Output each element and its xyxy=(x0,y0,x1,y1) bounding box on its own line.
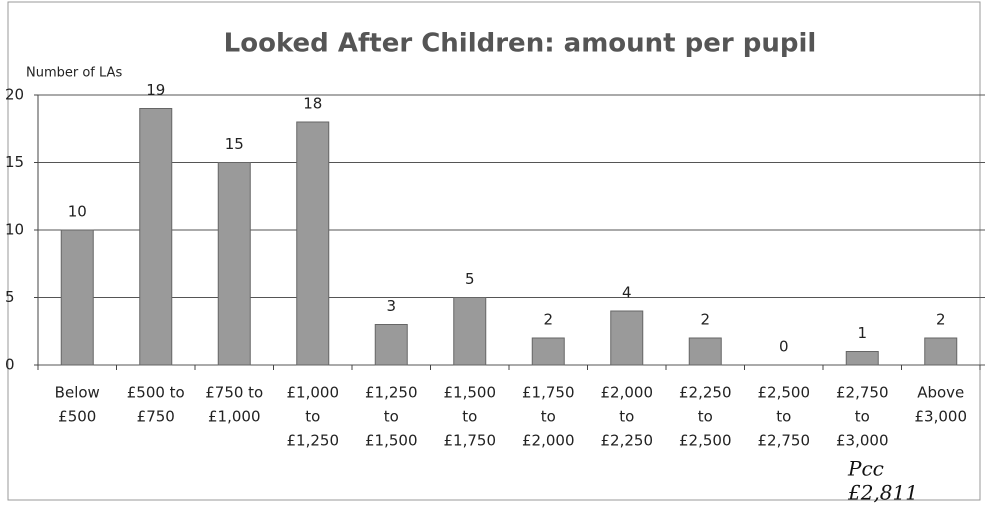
x-tick-label: £1,250 xyxy=(365,384,418,402)
x-tick-label: to xyxy=(384,408,399,426)
value-label: 2 xyxy=(700,311,710,329)
x-tick-label: £1,500 xyxy=(365,432,418,450)
value-label: 2 xyxy=(543,311,553,329)
x-tick-label: £2,750 xyxy=(758,432,811,450)
bar xyxy=(531,337,565,366)
x-tick-label: £1,750 xyxy=(522,384,575,402)
x-tick-label: £2,500 xyxy=(758,384,811,402)
bar xyxy=(453,297,487,366)
x-tick-label: to xyxy=(462,408,477,426)
x-tick-label: £750 xyxy=(137,408,175,426)
x-tick-label: £3,000 xyxy=(836,432,889,450)
x-tick-label: £1,750 xyxy=(444,432,497,450)
x-tick-label: £2,750 xyxy=(836,384,889,402)
x-tick-label: to xyxy=(619,408,634,426)
y-tick-label: 0 xyxy=(5,356,15,374)
chart-title: Looked After Children: amount per pupil xyxy=(224,29,817,59)
x-tick-label: £2,250 xyxy=(601,432,654,450)
x-tick-label: Below xyxy=(55,384,100,402)
x-tick-label: to xyxy=(776,408,791,426)
value-label: 5 xyxy=(465,270,475,288)
y-tick-label: 15 xyxy=(5,153,24,171)
x-tick-label: £2,000 xyxy=(522,432,575,450)
x-tick-label: £500 xyxy=(58,408,96,426)
bar xyxy=(924,337,958,366)
value-label: 18 xyxy=(303,95,322,113)
x-tick-label: Above xyxy=(917,384,964,402)
y-axis-label: Number of LAs xyxy=(26,66,122,81)
y-tick-label: 10 xyxy=(5,221,24,239)
value-label: 4 xyxy=(622,284,632,302)
bar xyxy=(60,229,94,366)
value-label: 2 xyxy=(936,311,946,329)
y-tick-label: 20 xyxy=(5,86,24,104)
bar xyxy=(139,108,173,366)
bar xyxy=(610,310,644,366)
y-tick-label: 5 xyxy=(5,288,15,306)
x-tick-label: £500 to xyxy=(127,384,185,402)
bar xyxy=(688,337,722,366)
value-label: 19 xyxy=(146,81,165,99)
x-tick-label: £1,000 xyxy=(208,408,261,426)
value-label: 1 xyxy=(857,324,867,342)
value-label: 3 xyxy=(386,297,396,315)
x-tick-label: £1,250 xyxy=(287,432,340,450)
value-label: 15 xyxy=(225,135,244,153)
bar xyxy=(217,162,251,366)
bar xyxy=(296,121,330,366)
bar xyxy=(845,351,879,366)
x-tick-label: to xyxy=(855,408,870,426)
x-tick-label: £3,000 xyxy=(915,408,968,426)
x-tick-label: £750 to xyxy=(205,384,263,402)
chart-border xyxy=(7,1,981,501)
bar xyxy=(374,324,408,366)
value-label: 10 xyxy=(68,203,87,221)
x-tick-label: to xyxy=(541,408,556,426)
x-tick-label: £2,000 xyxy=(601,384,654,402)
annotation: £2,811 xyxy=(847,481,918,505)
x-tick-label: to xyxy=(305,408,320,426)
x-tick-label: to xyxy=(698,408,713,426)
x-tick-label: £1,000 xyxy=(287,384,340,402)
annotation: Pcc xyxy=(847,457,884,481)
x-tick-label: £1,500 xyxy=(444,384,497,402)
value-label: 0 xyxy=(779,338,789,356)
x-tick-label: £2,500 xyxy=(679,432,732,450)
x-tick-label: £2,250 xyxy=(679,384,732,402)
